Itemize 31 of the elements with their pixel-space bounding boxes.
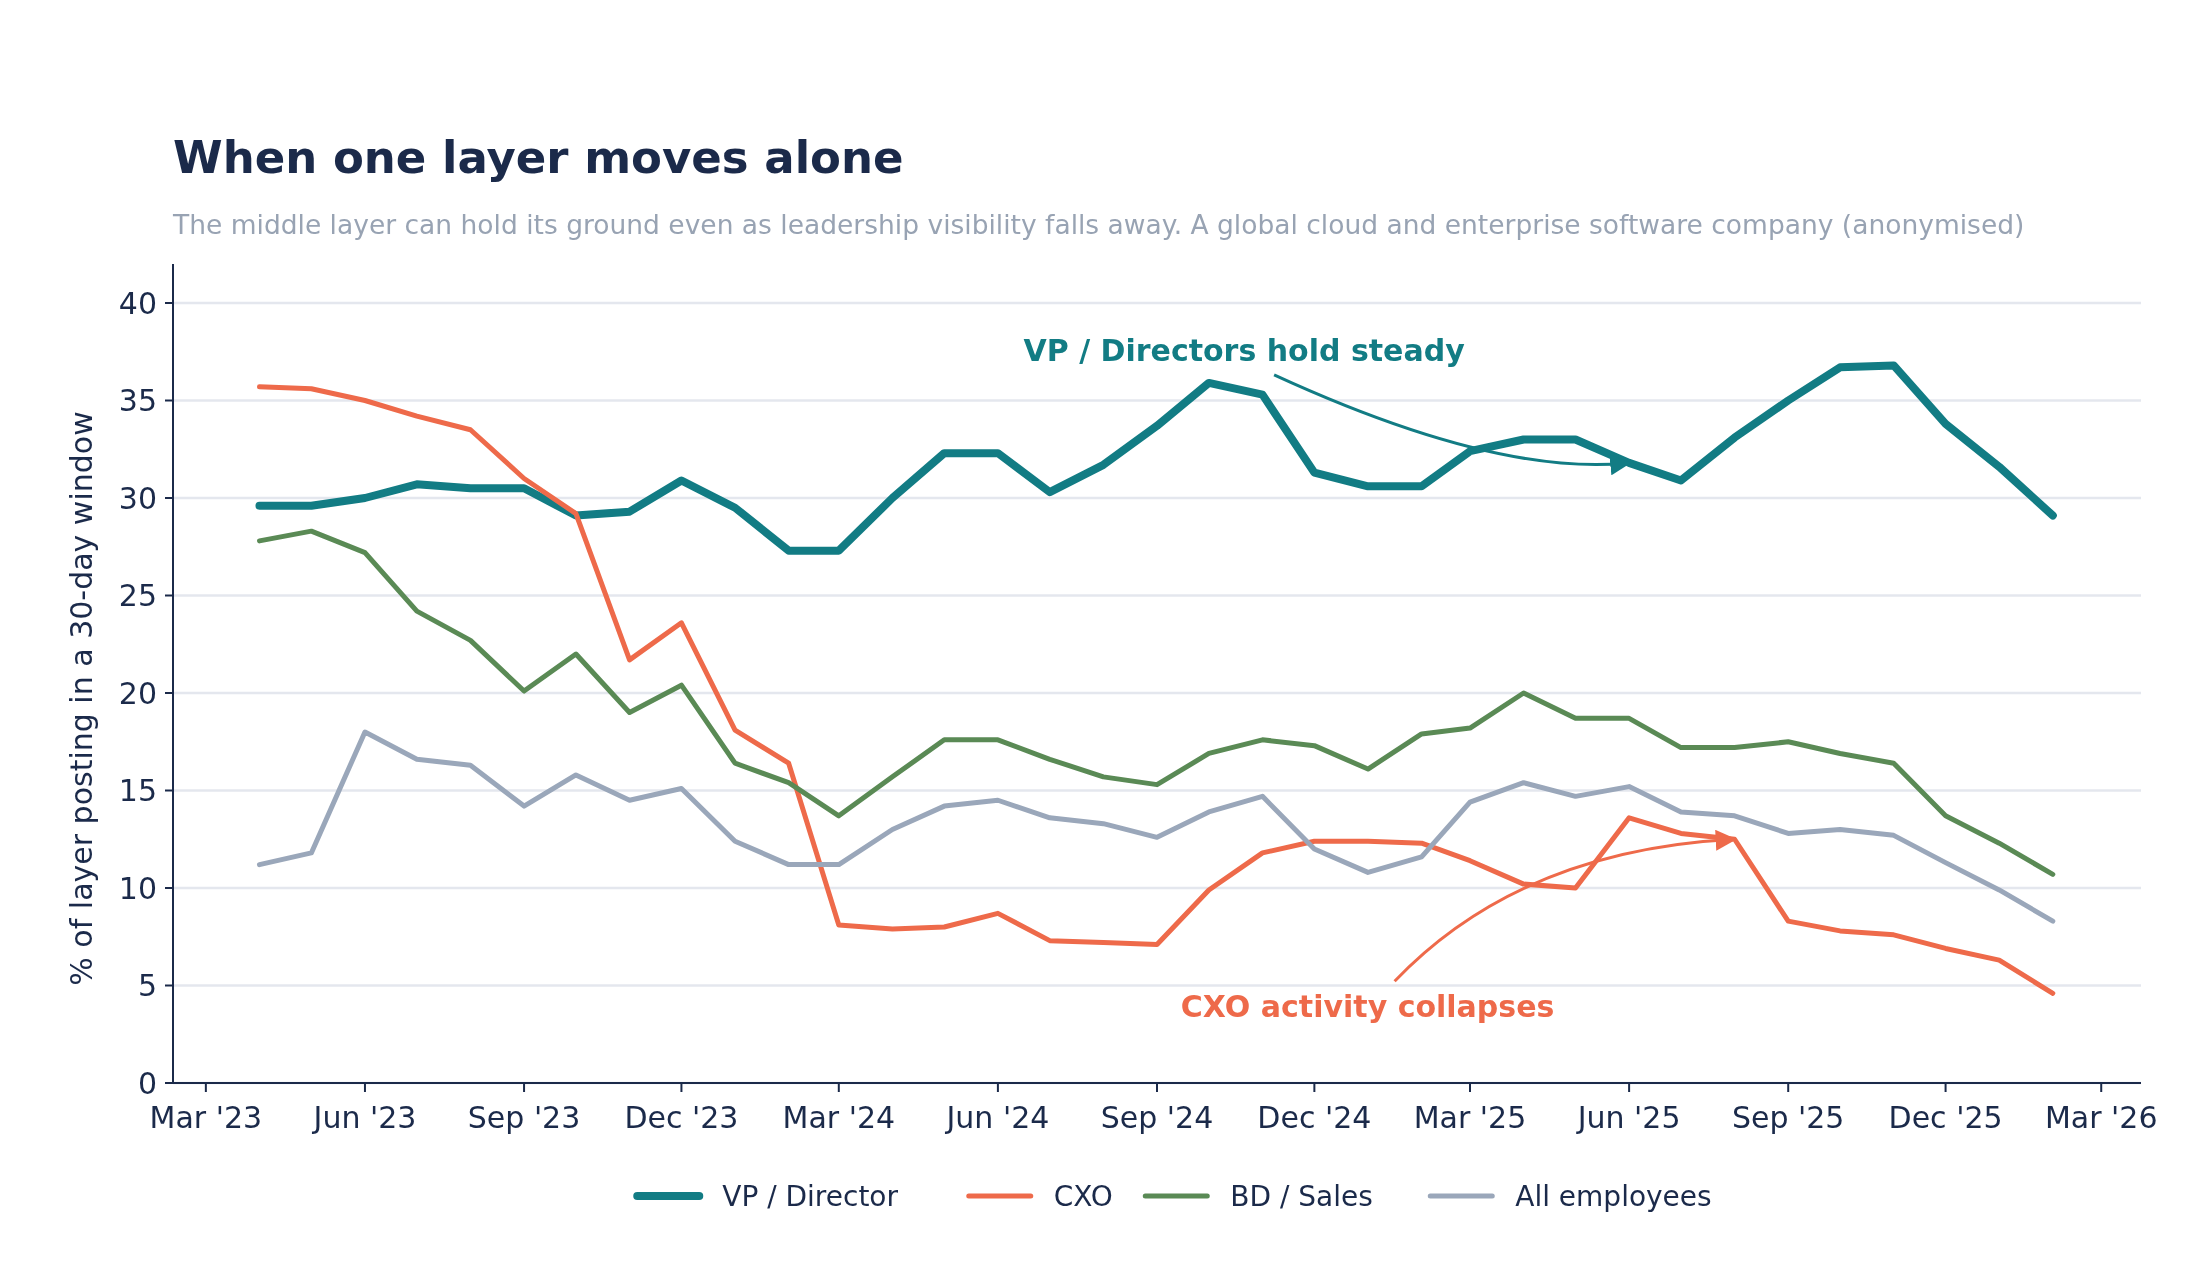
x-tick-label: Jun '24 [944,1099,1050,1135]
y-tick-label: 0 [137,1065,157,1101]
y-tick-label: 30 [118,480,157,516]
y-tick-label: 15 [118,773,157,808]
chart-title: When one layer moves alone [173,130,904,184]
chart-subtitle: The middle layer can hold its ground even as leadership visibility falls away. A global cloud and enterprise software company (anonymised) [172,208,2025,240]
y-tick-label: 25 [118,578,157,613]
x-tick-label: Jun '25 [1575,1099,1681,1135]
y-tick-label: 5 [137,968,157,1003]
x-tick-label: Sep '23 [467,1099,581,1135]
y-tick-label: 10 [118,870,157,906]
legend-label: All employees [1515,1179,1712,1213]
x-tick-label: Mar '23 [149,1099,263,1135]
legend-label: CXO [1053,1179,1113,1213]
x-tick-label: Dec '23 [624,1099,739,1135]
x-tick-label: Mar '26 [2044,1099,2158,1135]
annotation: VP / Directors hold steady [1023,333,1466,369]
x-tick-label: Dec '24 [1257,1099,1372,1135]
y-axis-title: % of layer posting in a 30-day window [63,411,99,986]
x-tick-label: Sep '24 [1100,1099,1214,1135]
y-tick-label: 40 [118,285,157,321]
x-tick-label: Sep '25 [1731,1099,1845,1135]
y-tick-label: 20 [118,675,157,711]
x-tick-label: Jun '23 [311,1099,417,1135]
x-tick-label: Mar '24 [782,1099,896,1135]
annotation: CXO activity collapses [1180,988,1555,1024]
x-tick-label: Mar '25 [1413,1099,1527,1135]
y-tick-label: 35 [118,383,157,418]
legend-label: VP / Director [722,1179,899,1213]
x-tick-label: Dec '25 [1888,1099,2003,1135]
legend-label: BD / Sales [1230,1179,1373,1213]
